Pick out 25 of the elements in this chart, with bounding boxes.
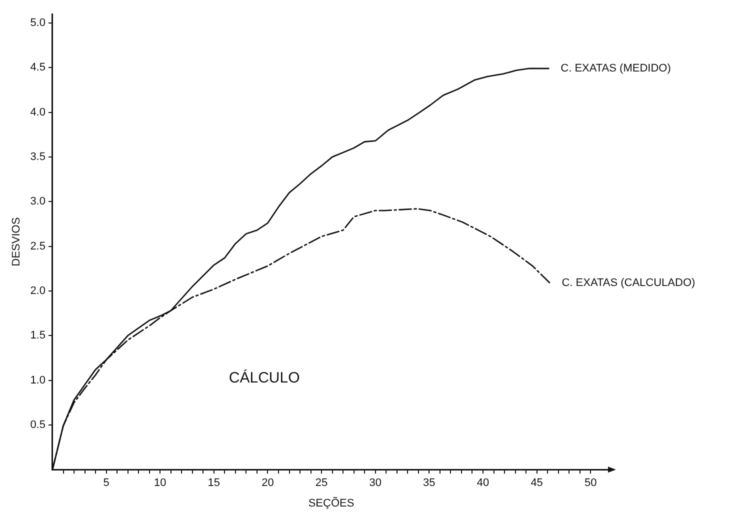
x-tick-label: 15 <box>208 477 220 490</box>
series-label: C. EXATAS (MEDIDO) <box>560 62 671 75</box>
y-tick-label: 4.5 <box>30 62 46 74</box>
y-tick-label: 3.5 <box>30 150 46 163</box>
series-label: C. EXATAS (CALCULADO) <box>562 276 696 289</box>
y-tick-label: 3.0 <box>30 196 46 208</box>
y-tick-label: 0.5 <box>30 418 46 431</box>
x-tick-label: 45 <box>530 477 543 490</box>
x-tick-label: 40 <box>476 477 490 490</box>
y-tick-label: 2.5 <box>30 240 46 252</box>
x-tick-label: 20 <box>262 477 274 490</box>
y-tick-label: 5.0 <box>30 16 46 29</box>
y-tick-label: 4.0 <box>30 106 46 118</box>
x-tick-label: 50 <box>584 477 597 490</box>
x-tick-label: 30 <box>369 477 382 490</box>
x-tick-label: 10 <box>154 477 166 490</box>
x-tick-label: 5 <box>103 477 110 490</box>
y-axis-title: DESVIOS <box>10 217 23 266</box>
y-tick-label: 1.5 <box>30 330 46 342</box>
x-axis-title: SEÇÕES <box>308 496 354 510</box>
annotation: CÁLCULO <box>228 368 300 387</box>
x-tick-label: 25 <box>315 477 328 490</box>
y-tick-label: 1.0 <box>30 374 46 386</box>
y-tick-label: 2.0 <box>30 284 46 297</box>
x-tick-label: 35 <box>423 477 436 490</box>
